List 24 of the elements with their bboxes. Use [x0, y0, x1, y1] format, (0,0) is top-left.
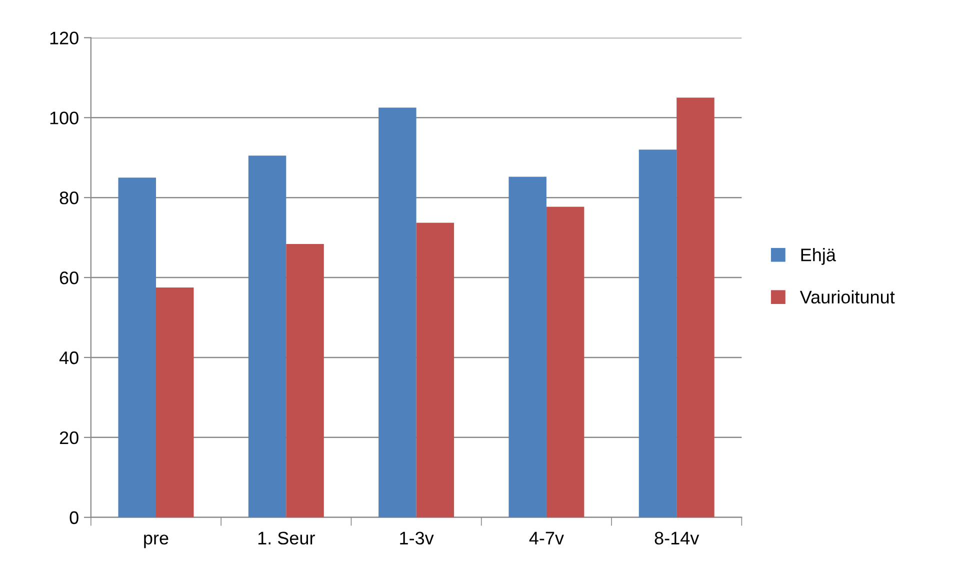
x-tick-label: 1-3v [400, 532, 434, 545]
bar [378, 108, 416, 518]
x-tick-label: 4-7v [529, 532, 564, 544]
y-tick-label: 40 [59, 351, 78, 364]
bar [416, 222, 454, 518]
legend-label: Ehjä [801, 248, 836, 265]
bar [508, 176, 546, 518]
bar [286, 244, 324, 518]
bar [676, 98, 714, 518]
y-tick-label: 0 [70, 511, 78, 524]
x-tick-label: 8-14v [654, 532, 700, 545]
x-tick-label: 1. Seur [258, 532, 315, 545]
bar [156, 288, 194, 518]
bar [546, 206, 584, 518]
y-tick-label: 60 [60, 271, 78, 284]
y-tick-label: 80 [60, 192, 78, 204]
bar [118, 178, 156, 518]
x-tick-label: pre [144, 534, 168, 548]
bar [248, 156, 286, 518]
bar [638, 150, 677, 518]
y-tick-label: 120 [50, 32, 78, 44]
y-tick-label: 100 [50, 112, 78, 124]
legend-label: Vaurioitunut [800, 290, 895, 304]
y-tick-label: 20 [60, 431, 78, 444]
